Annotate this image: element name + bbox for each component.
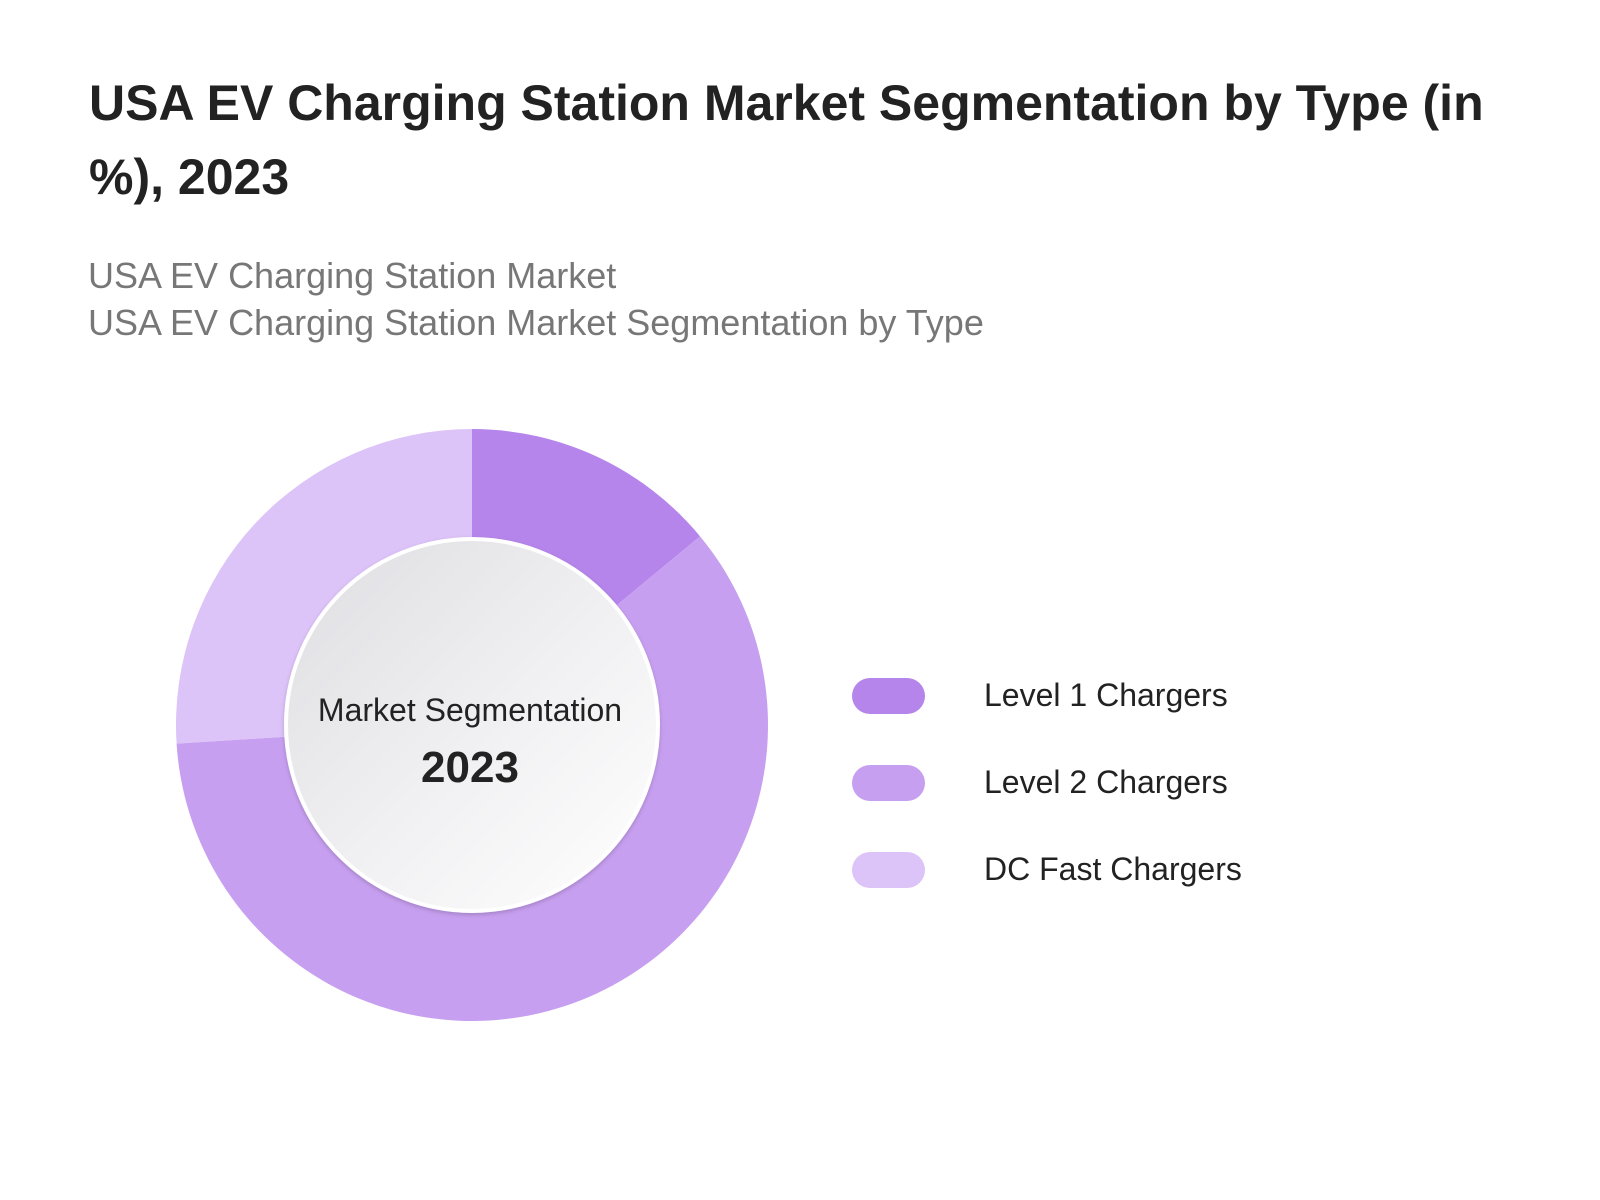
donut-center-label: Market Segmentation [317, 692, 623, 728]
donut-center-year: 2023 [421, 743, 519, 792]
donut-center-disc [284, 537, 660, 913]
legend-label-dc-fast: DC Fast Chargers [984, 851, 1242, 887]
chart-subtitle-segmentation: USA EV Charging Station Market Segmentat… [88, 302, 984, 343]
legend-swatch-level-2 [852, 765, 925, 801]
chart-subtitle-market: USA EV Charging Station Market [88, 255, 617, 296]
legend-label-level-1: Level 1 Chargers [984, 677, 1228, 713]
chart-title: USA EV Charging Station Market Segmentat… [89, 75, 1484, 205]
legend-swatch-dc-fast [852, 852, 925, 888]
legend-swatch-level-1 [852, 678, 925, 714]
legend-label-level-2: Level 2 Chargers [984, 764, 1228, 800]
